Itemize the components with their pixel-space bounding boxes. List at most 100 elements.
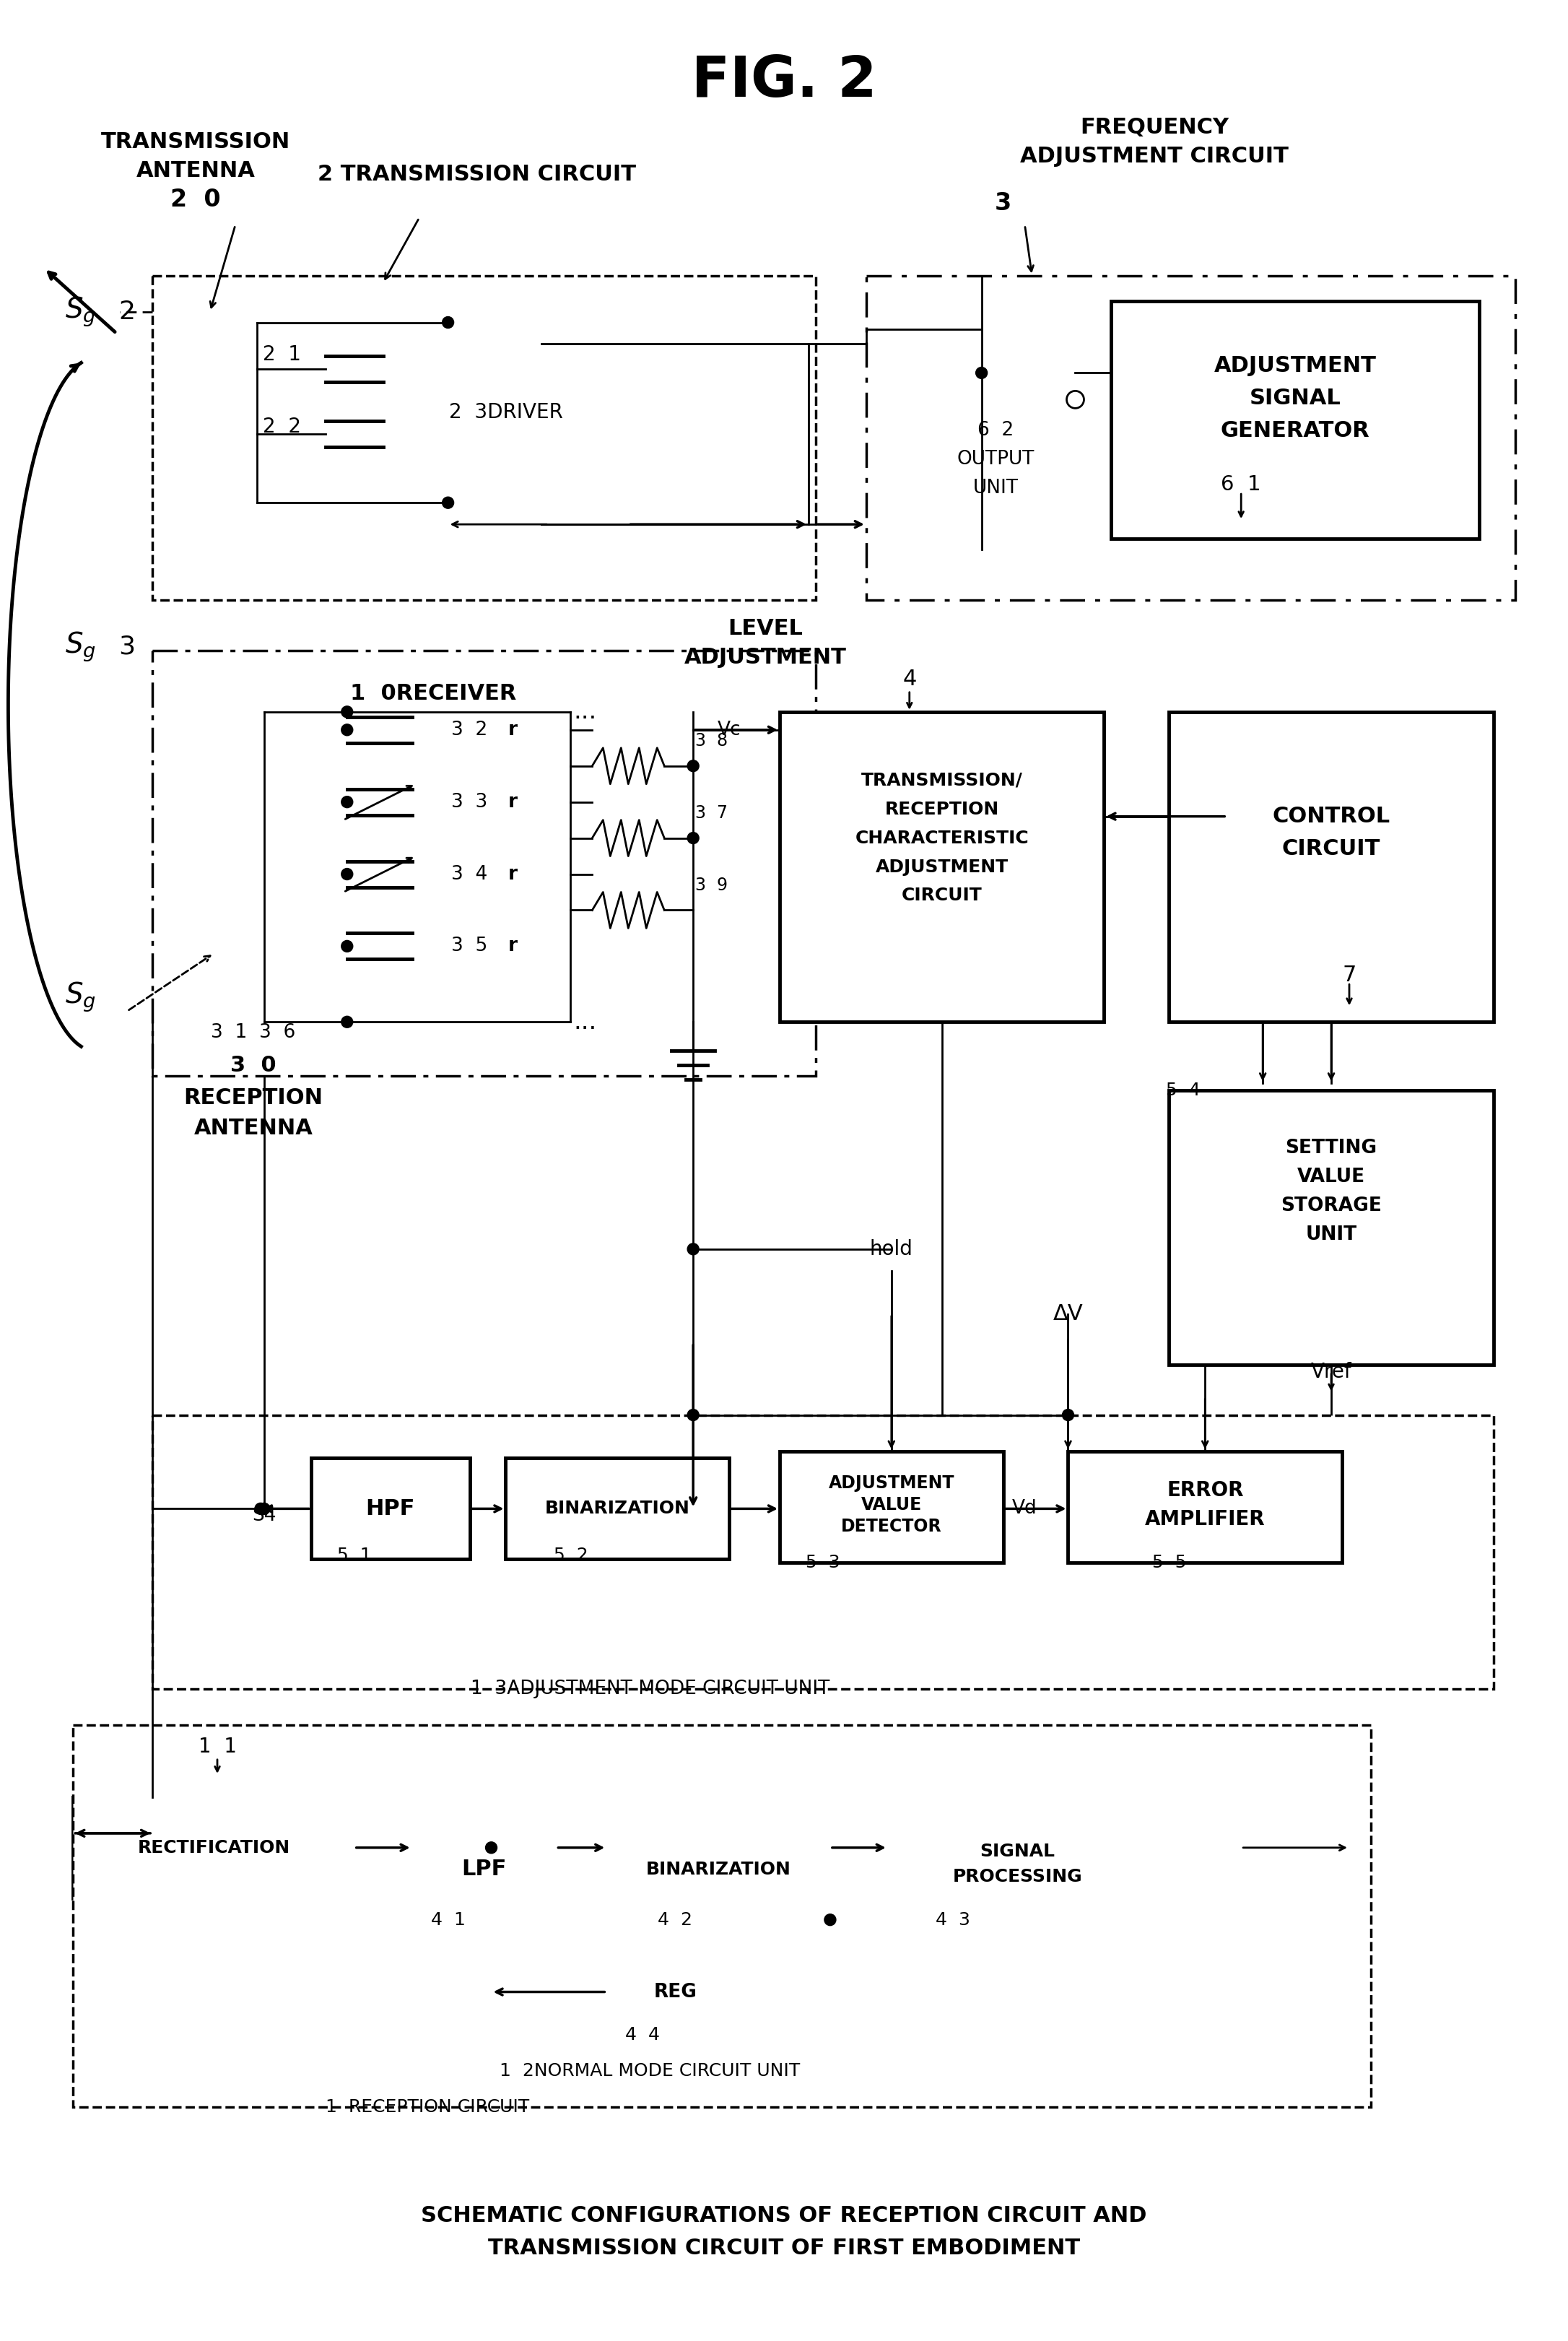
Text: 4: 4 [903, 670, 916, 691]
Bar [152, 276, 815, 599]
Text: 5  4: 5 4 [1167, 1082, 1201, 1100]
Text: hold: hold [870, 1238, 913, 1259]
Text: ...: ... [574, 1009, 597, 1035]
Text: 5  2: 5 2 [554, 1547, 588, 1564]
Text: 4  2: 4 2 [659, 1910, 693, 1929]
Text: FREQUENCY: FREQUENCY [1080, 117, 1229, 138]
Bar [866, 276, 1515, 599]
Text: CHARACTERISTIC: CHARACTERISTIC [855, 829, 1029, 847]
Text: ΔV: ΔV [1054, 1304, 1083, 1325]
Bar [310, 1458, 470, 1559]
Text: 4  1: 4 1 [431, 1910, 466, 1929]
Circle shape [442, 316, 453, 328]
Text: 1  0RECEIVER: 1 0RECEIVER [350, 684, 517, 705]
Bar [152, 1414, 1493, 1688]
Text: STORAGE: STORAGE [1281, 1196, 1381, 1215]
Text: $S_g$: $S_g$ [64, 630, 96, 665]
Text: TRANSMISSION CIRCUIT OF FIRST EMBODIMENT: TRANSMISSION CIRCUIT OF FIRST EMBODIMENT [488, 2238, 1080, 2259]
Bar [506, 1458, 729, 1559]
Text: ADJUSTMENT: ADJUSTMENT [684, 646, 847, 667]
Text: ANTENNA: ANTENNA [136, 162, 256, 183]
Circle shape [1062, 1409, 1074, 1421]
Text: 3  4: 3 4 [452, 864, 488, 883]
Text: RECEPTION: RECEPTION [183, 1086, 323, 1107]
Text: 2  0: 2 0 [171, 187, 221, 211]
Circle shape [687, 1243, 699, 1255]
Text: 3: 3 [994, 192, 1011, 215]
Text: 3  8: 3 8 [695, 733, 728, 749]
Text: BINARIZATION: BINARIZATION [646, 1861, 790, 1877]
Text: 2  3DRIVER: 2 3DRIVER [448, 403, 563, 424]
Circle shape [687, 833, 699, 843]
Circle shape [687, 1409, 699, 1421]
Text: REG: REG [654, 1983, 696, 2002]
Text: 3  5: 3 5 [452, 936, 488, 955]
Circle shape [486, 1842, 497, 1854]
Bar [1112, 300, 1479, 538]
Text: r: r [508, 936, 517, 955]
Text: VALUE: VALUE [861, 1496, 922, 1515]
Text: 6  1: 6 1 [1221, 475, 1261, 494]
Text: CIRCUIT: CIRCUIT [1283, 838, 1380, 859]
Text: UNIT: UNIT [974, 480, 1019, 499]
Text: BINARIZATION: BINARIZATION [546, 1501, 690, 1517]
Text: OUTPUT: OUTPUT [956, 449, 1035, 468]
Text: 4  4: 4 4 [626, 2027, 660, 2044]
Text: ANTENNA: ANTENNA [194, 1117, 314, 1138]
Text: PROCESSING: PROCESSING [953, 1868, 1082, 1885]
Text: 3  9: 3 9 [695, 876, 728, 894]
Text: 3  7: 3 7 [695, 805, 728, 822]
Text: r: r [508, 864, 517, 883]
Circle shape [687, 761, 699, 773]
Text: GENERATOR: GENERATOR [1220, 419, 1370, 440]
Text: UNIT: UNIT [1306, 1224, 1356, 1243]
Text: TRANSMISSION/: TRANSMISSION/ [861, 773, 1022, 789]
Text: 1  3ADJUSTMENT MODE CIRCUIT UNIT: 1 3ADJUSTMENT MODE CIRCUIT UNIT [470, 1678, 829, 1700]
Bar [607, 1819, 829, 1920]
Bar [412, 1819, 557, 1920]
Circle shape [975, 368, 988, 379]
Circle shape [342, 723, 353, 735]
Text: 2 TRANSMISSION CIRCUIT: 2 TRANSMISSION CIRCUIT [318, 164, 637, 185]
Bar [74, 1725, 1370, 2107]
Circle shape [825, 1915, 836, 1927]
Text: ADJUSTMENT: ADJUSTMENT [1214, 356, 1377, 377]
Circle shape [342, 707, 353, 719]
Text: FIG. 2: FIG. 2 [691, 54, 877, 108]
Bar [1068, 1451, 1342, 1564]
Bar [887, 1819, 1148, 1920]
Text: LEVEL: LEVEL [728, 618, 803, 639]
Text: Vd: Vd [1013, 1498, 1038, 1517]
Text: S4: S4 [252, 1508, 276, 1526]
Text: SIGNAL: SIGNAL [980, 1842, 1055, 1861]
Text: CIRCUIT: CIRCUIT [902, 887, 982, 904]
Bar [376, 1791, 1314, 2079]
Text: 3  0: 3 0 [230, 1056, 276, 1075]
Circle shape [259, 1503, 270, 1515]
Text: 3: 3 [119, 634, 135, 660]
Text: SIGNAL: SIGNAL [1250, 389, 1341, 410]
Text: DETECTOR: DETECTOR [840, 1517, 942, 1536]
Text: HPF: HPF [365, 1498, 416, 1519]
Circle shape [442, 496, 453, 508]
Circle shape [342, 941, 353, 953]
Text: 2: 2 [119, 300, 135, 323]
Circle shape [342, 869, 353, 880]
Text: Vref: Vref [1311, 1362, 1352, 1381]
Bar [607, 1948, 743, 2034]
Text: SETTING: SETTING [1286, 1138, 1377, 1156]
Text: 3  2: 3 2 [452, 721, 488, 740]
Text: r: r [508, 794, 517, 812]
Text: ADJUSTMENT: ADJUSTMENT [828, 1475, 955, 1491]
Text: SCHEMATIC CONFIGURATIONS OF RECEPTION CIRCUIT AND: SCHEMATIC CONFIGURATIONS OF RECEPTION CI… [422, 2205, 1146, 2226]
Circle shape [254, 1503, 267, 1515]
Text: RECTIFICATION: RECTIFICATION [138, 1840, 290, 1856]
Circle shape [1066, 391, 1083, 407]
Text: 1  RECEPTION CIRCUIT: 1 RECEPTION CIRCUIT [326, 2098, 530, 2116]
Text: CONTROL: CONTROL [1272, 805, 1391, 826]
Text: 4  3: 4 3 [936, 1910, 971, 1929]
Text: AMPLIFIER: AMPLIFIER [1145, 1510, 1265, 1529]
Text: 2  1: 2 1 [263, 344, 301, 365]
Text: 1  1: 1 1 [198, 1737, 237, 1756]
Bar [1170, 1091, 1493, 1365]
